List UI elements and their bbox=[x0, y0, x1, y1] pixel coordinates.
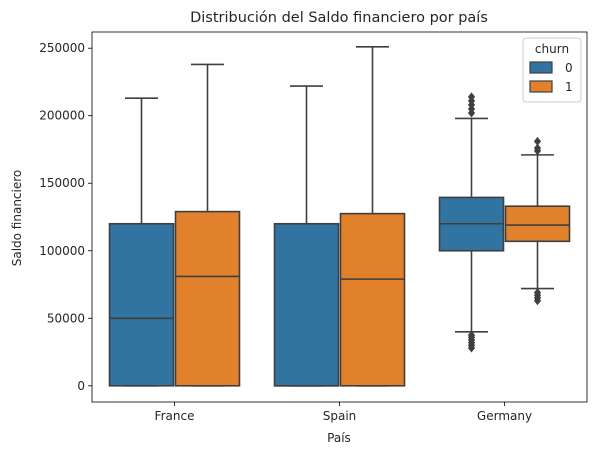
x-tick-label-germany: Germany bbox=[477, 409, 532, 423]
legend-label-0: 0 bbox=[565, 61, 573, 75]
x-tick-label-france: France bbox=[155, 409, 195, 423]
box-body bbox=[273, 222, 340, 387]
outlier-point bbox=[533, 136, 542, 146]
y-tick-label-250000: 250000 bbox=[39, 41, 85, 55]
legend-label-1: 1 bbox=[565, 80, 573, 94]
box-body bbox=[174, 210, 241, 387]
box-body bbox=[504, 205, 571, 243]
legend: churn 0 1 bbox=[522, 37, 582, 103]
outlier-point bbox=[533, 288, 542, 298]
box-body bbox=[339, 212, 406, 387]
box-france-churn-0 bbox=[108, 97, 175, 387]
box-france-churn-1 bbox=[174, 63, 241, 387]
outlier-point bbox=[533, 143, 542, 153]
box-spain-churn-1 bbox=[339, 46, 406, 387]
box-body bbox=[108, 222, 175, 387]
outlier-point bbox=[467, 330, 476, 340]
y-axis-label: Saldo financiero bbox=[10, 170, 24, 267]
box-germany-churn-1 bbox=[504, 136, 571, 306]
legend-swatch-1 bbox=[529, 80, 553, 93]
y-tick-label-200000: 200000 bbox=[39, 109, 85, 123]
x-axis: France Spain Germany bbox=[155, 402, 532, 423]
legend-swatch-0 bbox=[529, 61, 553, 74]
y-tick-label-50000: 50000 bbox=[47, 311, 85, 325]
y-tick-label-0: 0 bbox=[77, 379, 85, 393]
y-tick-label-100000: 100000 bbox=[39, 244, 85, 258]
x-tick-label-spain: Spain bbox=[323, 409, 357, 423]
box-spain-churn-0 bbox=[273, 85, 340, 387]
outlier-point bbox=[467, 92, 476, 102]
y-tick-label-150000: 150000 bbox=[39, 176, 85, 190]
x-axis-label: País bbox=[327, 431, 351, 445]
y-axis: 0 50000 100000 150000 200000 250000 bbox=[39, 41, 92, 393]
legend-title: churn bbox=[535, 42, 569, 56]
box-germany-churn-0 bbox=[438, 92, 505, 353]
chart-title: Distribución del Saldo financiero por pa… bbox=[190, 10, 488, 26]
plot-area bbox=[91, 31, 588, 403]
